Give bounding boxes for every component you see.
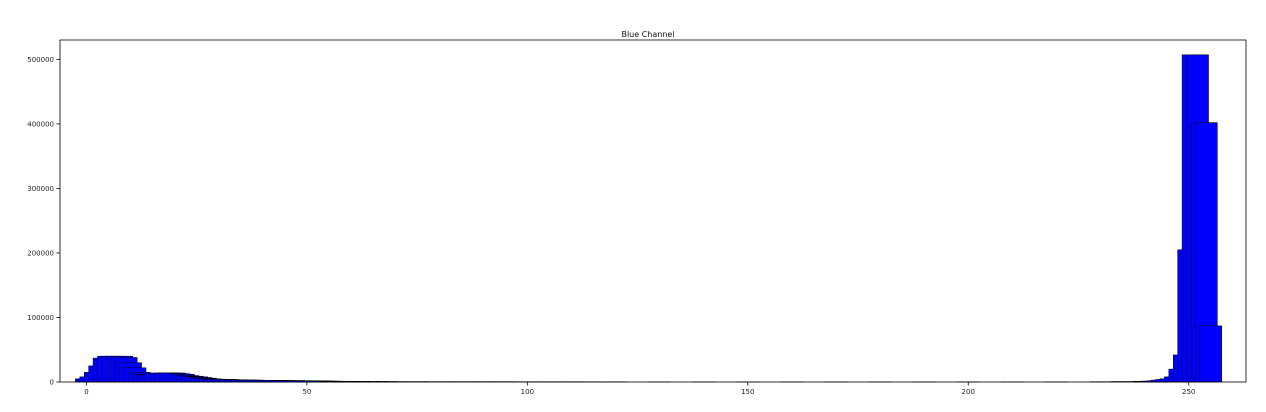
- x-tick-label: 250: [1182, 388, 1195, 396]
- y-tick-label: 100000: [27, 314, 54, 322]
- y-tick-label: 400000: [27, 120, 54, 128]
- x-axis: 0 50 100 150 200 250: [84, 382, 1195, 396]
- x-tick-label: 50: [302, 388, 311, 396]
- chart-title: Blue Channel: [621, 30, 674, 39]
- y-tick-label: 200000: [27, 249, 54, 257]
- x-tick-label: 100: [521, 388, 534, 396]
- y-axis: 0 100000 200000 300000 400000 500000: [27, 56, 60, 387]
- plot-frame: [59, 39, 1247, 383]
- y-tick-label: 300000: [27, 185, 54, 193]
- bar-group: [75, 54, 1223, 383]
- y-tick-label: 0: [50, 379, 54, 387]
- x-tick-label: 150: [741, 388, 754, 396]
- histogram-bar: [1199, 325, 1223, 383]
- y-tick-label: 500000: [27, 56, 54, 64]
- x-tick-label: 0: [84, 388, 88, 396]
- x-tick-label: 200: [962, 388, 975, 396]
